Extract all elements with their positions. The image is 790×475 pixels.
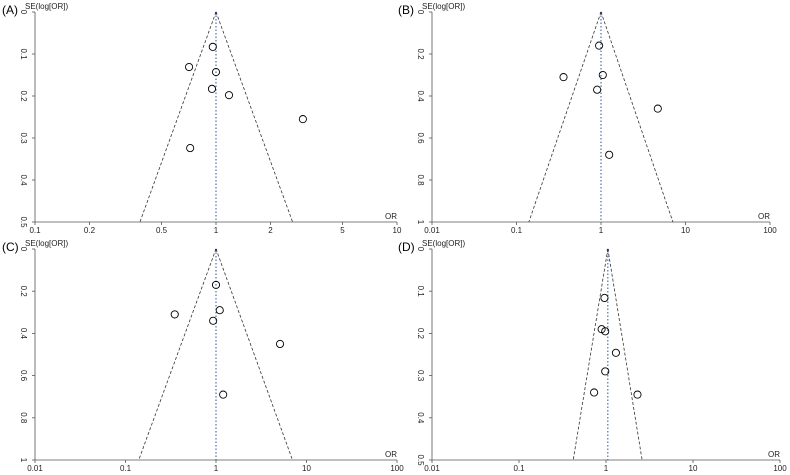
study-point xyxy=(185,62,194,72)
study-point xyxy=(207,84,217,93)
study-point xyxy=(595,41,604,50)
x-tick-label: 0.5 xyxy=(156,226,168,235)
panel-label: (D) xyxy=(398,240,415,254)
study-point xyxy=(224,91,234,100)
x-tick-label: 0.1 xyxy=(120,464,132,473)
study-point xyxy=(600,293,609,303)
study-point xyxy=(598,70,607,80)
x-tick-label: 0.1 xyxy=(29,226,41,235)
y-tick-label: 0 xyxy=(416,10,425,15)
y-axis-title: SE(log[OR]) xyxy=(422,239,465,248)
y-axis-title: SE(log[OR]) xyxy=(422,2,465,11)
funnel-line xyxy=(215,248,293,461)
x-tick-label: 0.01 xyxy=(27,464,43,473)
panel-label: (C) xyxy=(2,240,19,254)
study-point xyxy=(601,367,610,376)
study-point xyxy=(215,306,224,315)
y-tick-label: 0 xyxy=(416,247,425,252)
y-tick-label: 0 xyxy=(19,247,28,252)
x-tick-label: 5 xyxy=(340,226,345,235)
study-point xyxy=(611,348,620,357)
funnel-line xyxy=(528,11,602,223)
x-tick-label: 100 xyxy=(763,226,777,235)
x-tick-label: 10 xyxy=(681,226,690,235)
y-tick-label: 0.8 xyxy=(19,412,28,424)
y-tick-label: 1 xyxy=(19,458,28,463)
study-point xyxy=(211,68,221,77)
study-point xyxy=(170,310,179,319)
funnel-line xyxy=(138,248,217,461)
panel-label: (A) xyxy=(2,3,18,17)
study-point xyxy=(633,390,642,399)
study-point xyxy=(208,42,217,51)
panel-label: (B) xyxy=(398,3,414,17)
funnel-line xyxy=(572,248,609,461)
y-tick-label: 0.3 xyxy=(416,370,425,382)
x-tick-label: 1 xyxy=(214,226,219,235)
x-tick-label: 100 xyxy=(390,464,404,473)
funnel-line xyxy=(600,11,674,223)
y-tick-label: 0.2 xyxy=(416,48,425,60)
y-tick-label: 0.4 xyxy=(19,174,28,186)
y-tick-label: 0.2 xyxy=(19,286,28,298)
x-tick-label: 10 xyxy=(302,464,311,473)
y-axis-title: SE(log[OR]) xyxy=(25,2,68,11)
study-point xyxy=(209,316,218,325)
x-tick-label: 1 xyxy=(214,464,219,473)
y-tick-label: 0.4 xyxy=(19,328,28,340)
y-tick-label: 0.4 xyxy=(416,412,425,424)
y-tick-label: 0.2 xyxy=(19,90,28,102)
study-point xyxy=(559,73,568,82)
x-tick-label: 0.01 xyxy=(424,464,440,473)
funnel-line xyxy=(607,248,643,461)
y-tick-label: 0.8 xyxy=(416,174,425,186)
study-point xyxy=(593,85,602,94)
x-tick-label: 0.2 xyxy=(84,226,96,235)
x-axis-title: OR xyxy=(768,450,780,459)
y-tick-label: 0.6 xyxy=(416,132,425,144)
x-tick-label: 0.1 xyxy=(511,226,523,235)
y-tick-label: 0.5 xyxy=(19,216,28,228)
y-tick-label: 0.6 xyxy=(19,370,28,382)
study-point xyxy=(605,150,614,159)
y-tick-label: 0.4 xyxy=(416,90,425,102)
y-tick-label: 1 xyxy=(416,220,425,225)
y-tick-label: 0.3 xyxy=(19,132,28,144)
y-tick-label: 0.2 xyxy=(416,328,425,340)
x-axis-title: OR xyxy=(385,212,397,221)
x-tick-label: 1 xyxy=(599,226,604,235)
x-axis-title: OR xyxy=(385,450,397,459)
study-point xyxy=(219,390,228,399)
y-tick-label: 0.1 xyxy=(416,286,425,298)
x-tick-label: 10 xyxy=(689,464,698,473)
y-tick-label: 0.1 xyxy=(19,48,28,60)
study-point xyxy=(653,104,662,113)
x-tick-label: 0.1 xyxy=(513,464,525,473)
study-point xyxy=(298,115,307,124)
y-axis-title: SE(log[OR]) xyxy=(25,239,68,248)
study-point xyxy=(590,388,599,397)
x-tick-label: 0.01 xyxy=(424,226,440,235)
study-point xyxy=(211,280,221,289)
study-point xyxy=(601,327,610,336)
x-tick-label: 10 xyxy=(393,226,402,235)
study-point xyxy=(186,144,195,153)
y-tick-label: 0.5 xyxy=(416,454,425,466)
x-tick-label: 100 xyxy=(773,464,787,473)
x-tick-label: 2 xyxy=(268,226,273,235)
study-point xyxy=(275,339,285,349)
y-tick-label: 0 xyxy=(19,10,28,15)
funnel-line xyxy=(139,11,217,223)
x-tick-label: 1 xyxy=(604,464,609,473)
funnel-line xyxy=(215,11,293,223)
x-axis-title: OR xyxy=(758,212,770,221)
